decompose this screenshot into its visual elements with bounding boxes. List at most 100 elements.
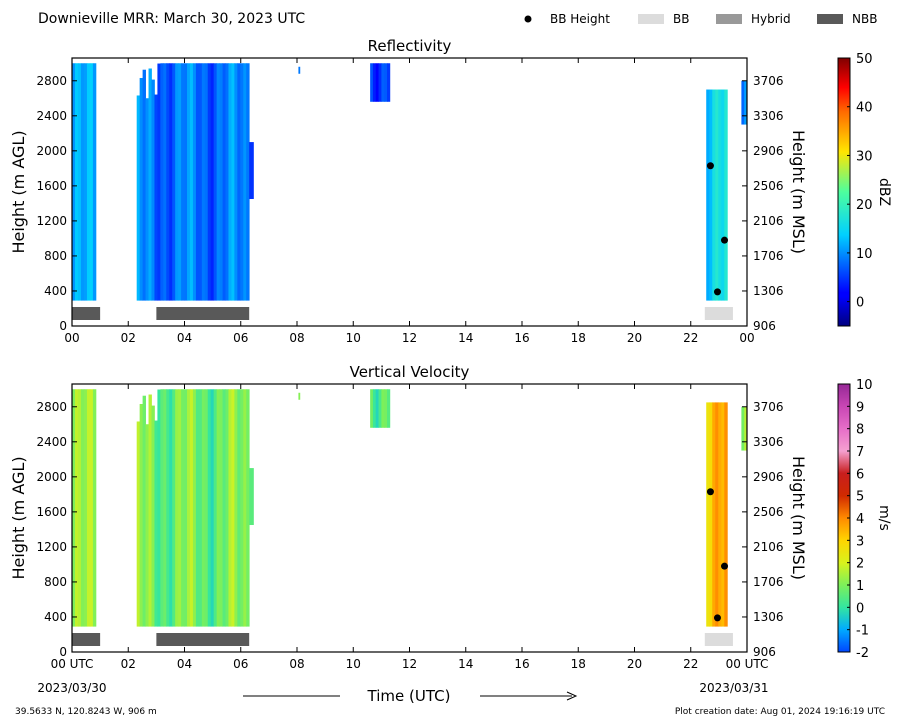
y-tick-label: 1600	[36, 179, 67, 193]
x-tick-label: 02	[121, 331, 136, 345]
echo-column	[706, 402, 710, 627]
bb-type-bar-bb	[704, 633, 733, 646]
colorbar-label: dBZ	[876, 178, 892, 206]
y-tick-label: 2000	[36, 144, 67, 158]
y-tick-label-right: 3306	[753, 435, 784, 449]
y-tick-label: 2400	[36, 109, 67, 123]
echo-column	[201, 389, 206, 627]
y-tick-label: 1200	[36, 540, 67, 554]
echo-column	[298, 392, 301, 400]
echo-column	[249, 468, 254, 526]
legend-label: Hybrid	[751, 12, 791, 26]
echo-column	[195, 63, 200, 301]
x-tick-label: 04	[177, 331, 192, 345]
legend-label: BB	[673, 12, 689, 26]
echo-column	[240, 389, 244, 627]
echo-column	[189, 63, 194, 301]
legend-bb-swatch	[638, 14, 664, 24]
echo-column	[225, 389, 229, 627]
colorbar-tick-label: 7	[856, 445, 864, 460]
y-tick-label-right: 2106	[753, 540, 784, 554]
echo-column	[169, 389, 173, 627]
x-tick-label: 18	[571, 657, 586, 671]
bb-type-bar-nbb	[72, 633, 101, 646]
echo-column	[192, 63, 197, 301]
echo-column	[136, 95, 141, 301]
echo-column	[718, 89, 722, 301]
colorbar-tick-label: 2	[856, 557, 864, 572]
station-coords: 39.5633 N, 120.8243 W, 906 m	[15, 707, 157, 717]
x-tick-label: 22	[683, 331, 698, 345]
colorbar-tick-label: 40	[856, 101, 873, 116]
x-tick-label: 10	[346, 657, 361, 671]
y-tick-label: 800	[44, 249, 67, 263]
echo-column	[163, 63, 167, 301]
colorbar-tick-label: 5	[856, 490, 864, 505]
y-tick-label-right: 2906	[753, 144, 784, 158]
echo-column	[375, 389, 379, 428]
echo-column	[228, 389, 232, 627]
y-tick-label-right: 1306	[753, 610, 784, 624]
echo-column	[240, 63, 244, 301]
y-tick-label: 1200	[36, 214, 67, 228]
echo-column	[80, 389, 85, 627]
x-tick-label: 00	[739, 331, 754, 345]
echo-column	[139, 77, 144, 301]
echo-column	[246, 63, 250, 301]
echo-column	[243, 63, 247, 301]
header-legend: BB Height BB Hybrid NBB	[524, 12, 877, 26]
echo-column	[712, 402, 716, 627]
echo-column	[298, 66, 301, 74]
echo-column	[706, 89, 710, 301]
legend-label: BB Height	[550, 12, 610, 26]
echo-column	[204, 389, 209, 627]
echo-column	[231, 63, 235, 301]
echo-column	[387, 63, 391, 102]
echo-column	[148, 68, 152, 301]
echo-column	[175, 389, 179, 627]
bb-type-bar-nbb	[156, 633, 250, 646]
x-tick-label: 00	[64, 331, 79, 345]
colorbar-tick-label: 30	[856, 149, 873, 164]
echo-column	[381, 389, 385, 428]
x-tick-label: 14	[458, 657, 473, 671]
echo-column	[160, 63, 164, 301]
echo-column	[89, 63, 94, 301]
echo-column	[145, 98, 149, 301]
date-end-label: 2023/03/31	[699, 681, 768, 695]
bb-height-point	[713, 288, 721, 296]
echo-column	[207, 63, 212, 301]
echo-column	[142, 395, 146, 627]
echo-column	[216, 389, 220, 627]
echo-column	[189, 389, 194, 627]
echo-column	[198, 389, 203, 627]
y-tick-label-right: 1706	[753, 249, 784, 263]
bb-type-bar-nbb	[156, 307, 250, 320]
x-tick-label: 16	[514, 657, 529, 671]
y-axis-label: Height (m AGL)	[9, 130, 28, 253]
echo-column	[234, 389, 238, 627]
y-tick-label-right: 906	[753, 645, 776, 659]
echo-column	[204, 63, 209, 301]
echo-column	[187, 389, 191, 627]
echo-column	[184, 63, 188, 301]
x-tick-label: 00 UTC	[726, 657, 769, 671]
echo-column	[157, 389, 161, 627]
echo-column	[201, 63, 206, 301]
echo-column	[139, 403, 144, 627]
y-tick-label-right: 2506	[753, 505, 784, 519]
bb-type-bar-nbb	[72, 307, 101, 320]
y-tick-label-right: 2906	[753, 470, 784, 484]
echo-column	[741, 80, 745, 125]
echo-column	[721, 89, 725, 301]
colorbar	[837, 57, 851, 327]
page-title: Downieville MRR: March 30, 2023 UTC	[38, 11, 305, 27]
y-tick-label-right: 2106	[753, 214, 784, 228]
x-tick-label: 18	[571, 331, 586, 345]
y-axis-label-right: Height (m MSL)	[789, 130, 808, 254]
echo-column	[142, 69, 146, 301]
echo-column	[80, 63, 85, 301]
y-tick-label-right: 1306	[753, 284, 784, 298]
